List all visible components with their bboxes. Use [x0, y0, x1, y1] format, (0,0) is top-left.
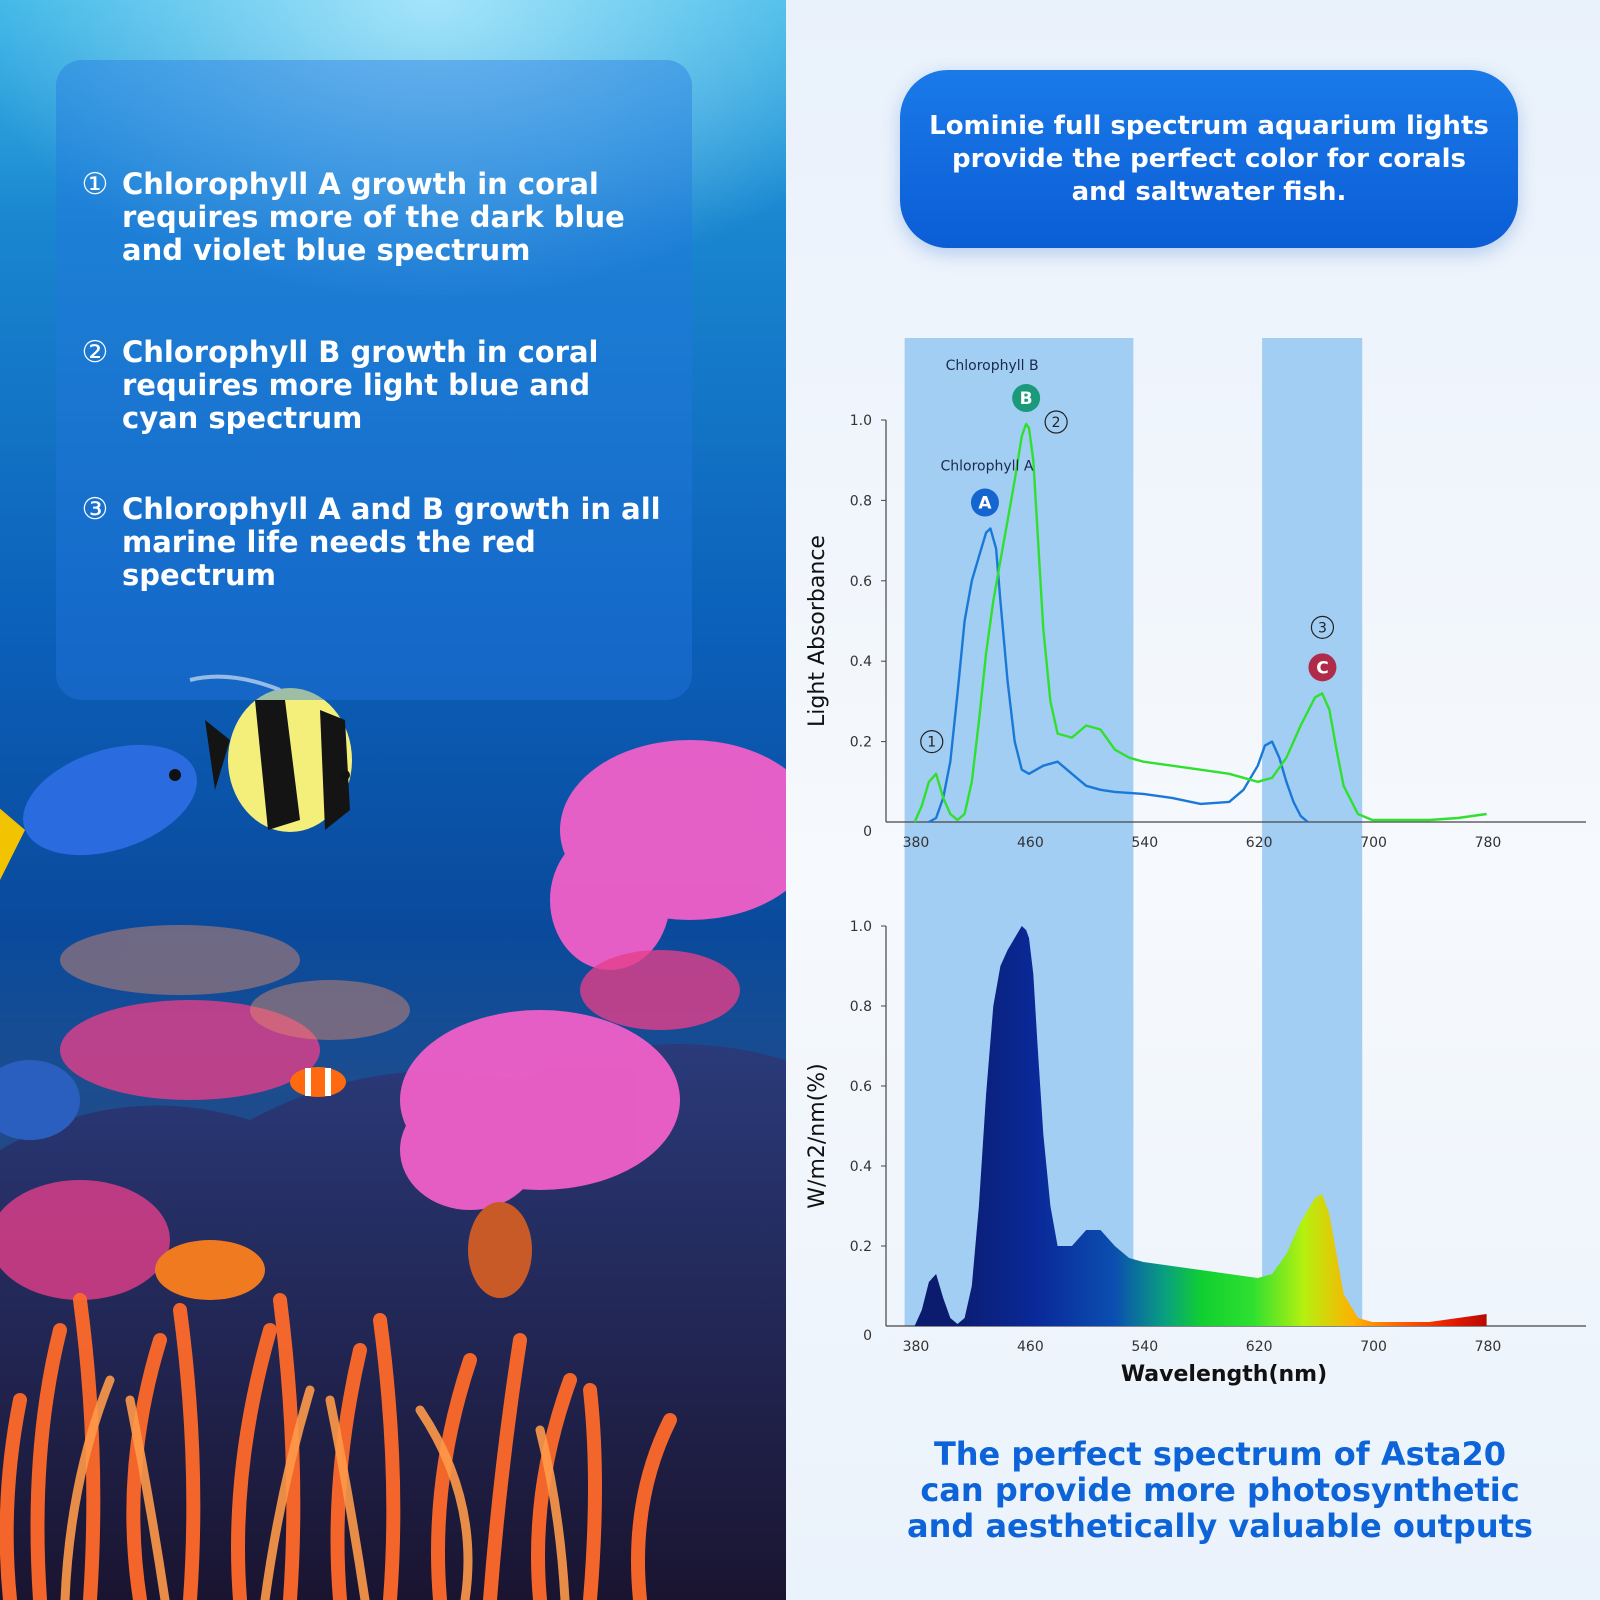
- x-tick-label: 460: [1017, 1339, 1044, 1355]
- chart-number-3-text: 3: [1318, 620, 1327, 636]
- y-tick-label: 0.6: [850, 1079, 872, 1095]
- highlight-bands: [904, 338, 1363, 1326]
- y-tick-label: 1.0: [850, 919, 872, 935]
- blue-tang-fish: [0, 744, 197, 880]
- y-tick-label: 0: [863, 824, 872, 840]
- info-card: [56, 60, 692, 700]
- x-tick-label: 620: [1246, 835, 1273, 851]
- marker-a-circle: [970, 488, 999, 517]
- y-tick-label: 0: [863, 1328, 872, 1344]
- pink-coral: [400, 740, 786, 1210]
- footer-tagline: The perfect spectrum of Asta20 can provi…: [907, 1435, 1533, 1545]
- x-tick-label: 620: [1246, 1339, 1273, 1355]
- x-tick-label: 540: [1131, 835, 1158, 851]
- info-point-3-text: Chlorophyll A and B growth in all marine…: [122, 492, 661, 592]
- marker-c-circle: [1308, 653, 1337, 682]
- annotation-label-chlorophyll-b: Chlorophyll B: [946, 358, 1039, 374]
- headline-text: Lominie full spectrum aquarium lights pr…: [929, 110, 1489, 207]
- marker-c-letter: C: [1316, 658, 1328, 678]
- circled-number-1: ①: [81, 167, 109, 202]
- absorbance-chart: 0 0.2 0.4 0.6 0.8 1.0 380 460 540 620 700 780 Light …: [805, 358, 1586, 851]
- info-point-2: ② Chlorophyll B growth in coral requires…: [80, 336, 640, 435]
- circled-number-2: ②: [81, 335, 109, 370]
- info-point-1: ① Chlorophyll A growth in coral requires…: [80, 168, 660, 267]
- chart-number-2-text: 2: [1052, 415, 1061, 431]
- small-blue-fish: [0, 1060, 80, 1140]
- x-tick-label: 780: [1475, 835, 1502, 851]
- highlight-band-2: [1262, 338, 1363, 1326]
- x-tick-label: 380: [903, 1339, 930, 1355]
- info-point-3: ③ Chlorophyll A and B growth in all mari…: [80, 493, 680, 592]
- orange-anemone: [0, 1293, 677, 1600]
- y-tick-label: 0.6: [850, 574, 872, 590]
- chart-number-1-text: 1: [927, 735, 936, 751]
- y-tick-label: 0.2: [850, 1239, 872, 1255]
- x-tick-label: 540: [1131, 1339, 1158, 1355]
- series-line-chlorophyll-a: [928, 527, 1309, 824]
- marker-b-circle: [1012, 384, 1041, 413]
- info-point-2-text: Chlorophyll B growth in coral requires m…: [122, 335, 599, 435]
- y-tick-label: 0.8: [850, 493, 872, 509]
- y-axis-label: Light Absorbance: [805, 535, 830, 727]
- x-tick-label: 780: [1475, 1339, 1502, 1355]
- y-tick-label: 0.8: [850, 999, 872, 1015]
- spectrum-charts: 0 0.2 0.4 0.6 0.8 1.0 380 460 540 620 700 780 Light …: [805, 338, 1586, 1387]
- y-tick-label: 0.4: [850, 654, 872, 670]
- circled-number-3: ③: [81, 492, 109, 527]
- annotation-label-chlorophyll-a: Chlorophyll A: [940, 459, 1033, 475]
- underwater-reef-illustration: [0, 0, 786, 1600]
- x-tick-label: 380: [903, 835, 930, 851]
- y-axis-label: W/m2/nm(%): [805, 1063, 830, 1208]
- emission-chart: 0 0.2 0.4 0.6 0.8 1.0 380 460 540 620 700 780 W/m2/n…: [805, 919, 1586, 1387]
- marker-b-letter: B: [1020, 389, 1033, 409]
- info-point-1-text: Chlorophyll A growth in coral requires m…: [122, 167, 625, 267]
- moorish-idol-fish: [189, 674, 352, 832]
- x-tick-label: 700: [1360, 835, 1387, 851]
- chart-number-1-circle: [920, 730, 944, 754]
- marker-a-letter: A: [978, 494, 992, 514]
- chart-number-2-circle: [1044, 410, 1068, 434]
- chart-number-3-circle: [1310, 615, 1335, 639]
- y-tick-label: 0.2: [850, 735, 872, 751]
- x-tick-label: 460: [1017, 835, 1044, 851]
- y-tick-label: 1.0: [850, 413, 872, 429]
- series-line-chlorophyll-b: [913, 422, 1487, 823]
- clownfish: [290, 1067, 346, 1097]
- y-tick-label: 0.4: [850, 1159, 872, 1175]
- orange-fish: [155, 1202, 532, 1300]
- spectrum-area: [914, 926, 1487, 1326]
- left-photo-panel: ① Chlorophyll A growth in coral requires…: [0, 0, 786, 1600]
- x-axis-label: Wavelength(nm): [1121, 1362, 1327, 1387]
- x-tick-label: 700: [1360, 1339, 1387, 1355]
- headline-banner: Lominie full spectrum aquarium lights pr…: [900, 70, 1518, 248]
